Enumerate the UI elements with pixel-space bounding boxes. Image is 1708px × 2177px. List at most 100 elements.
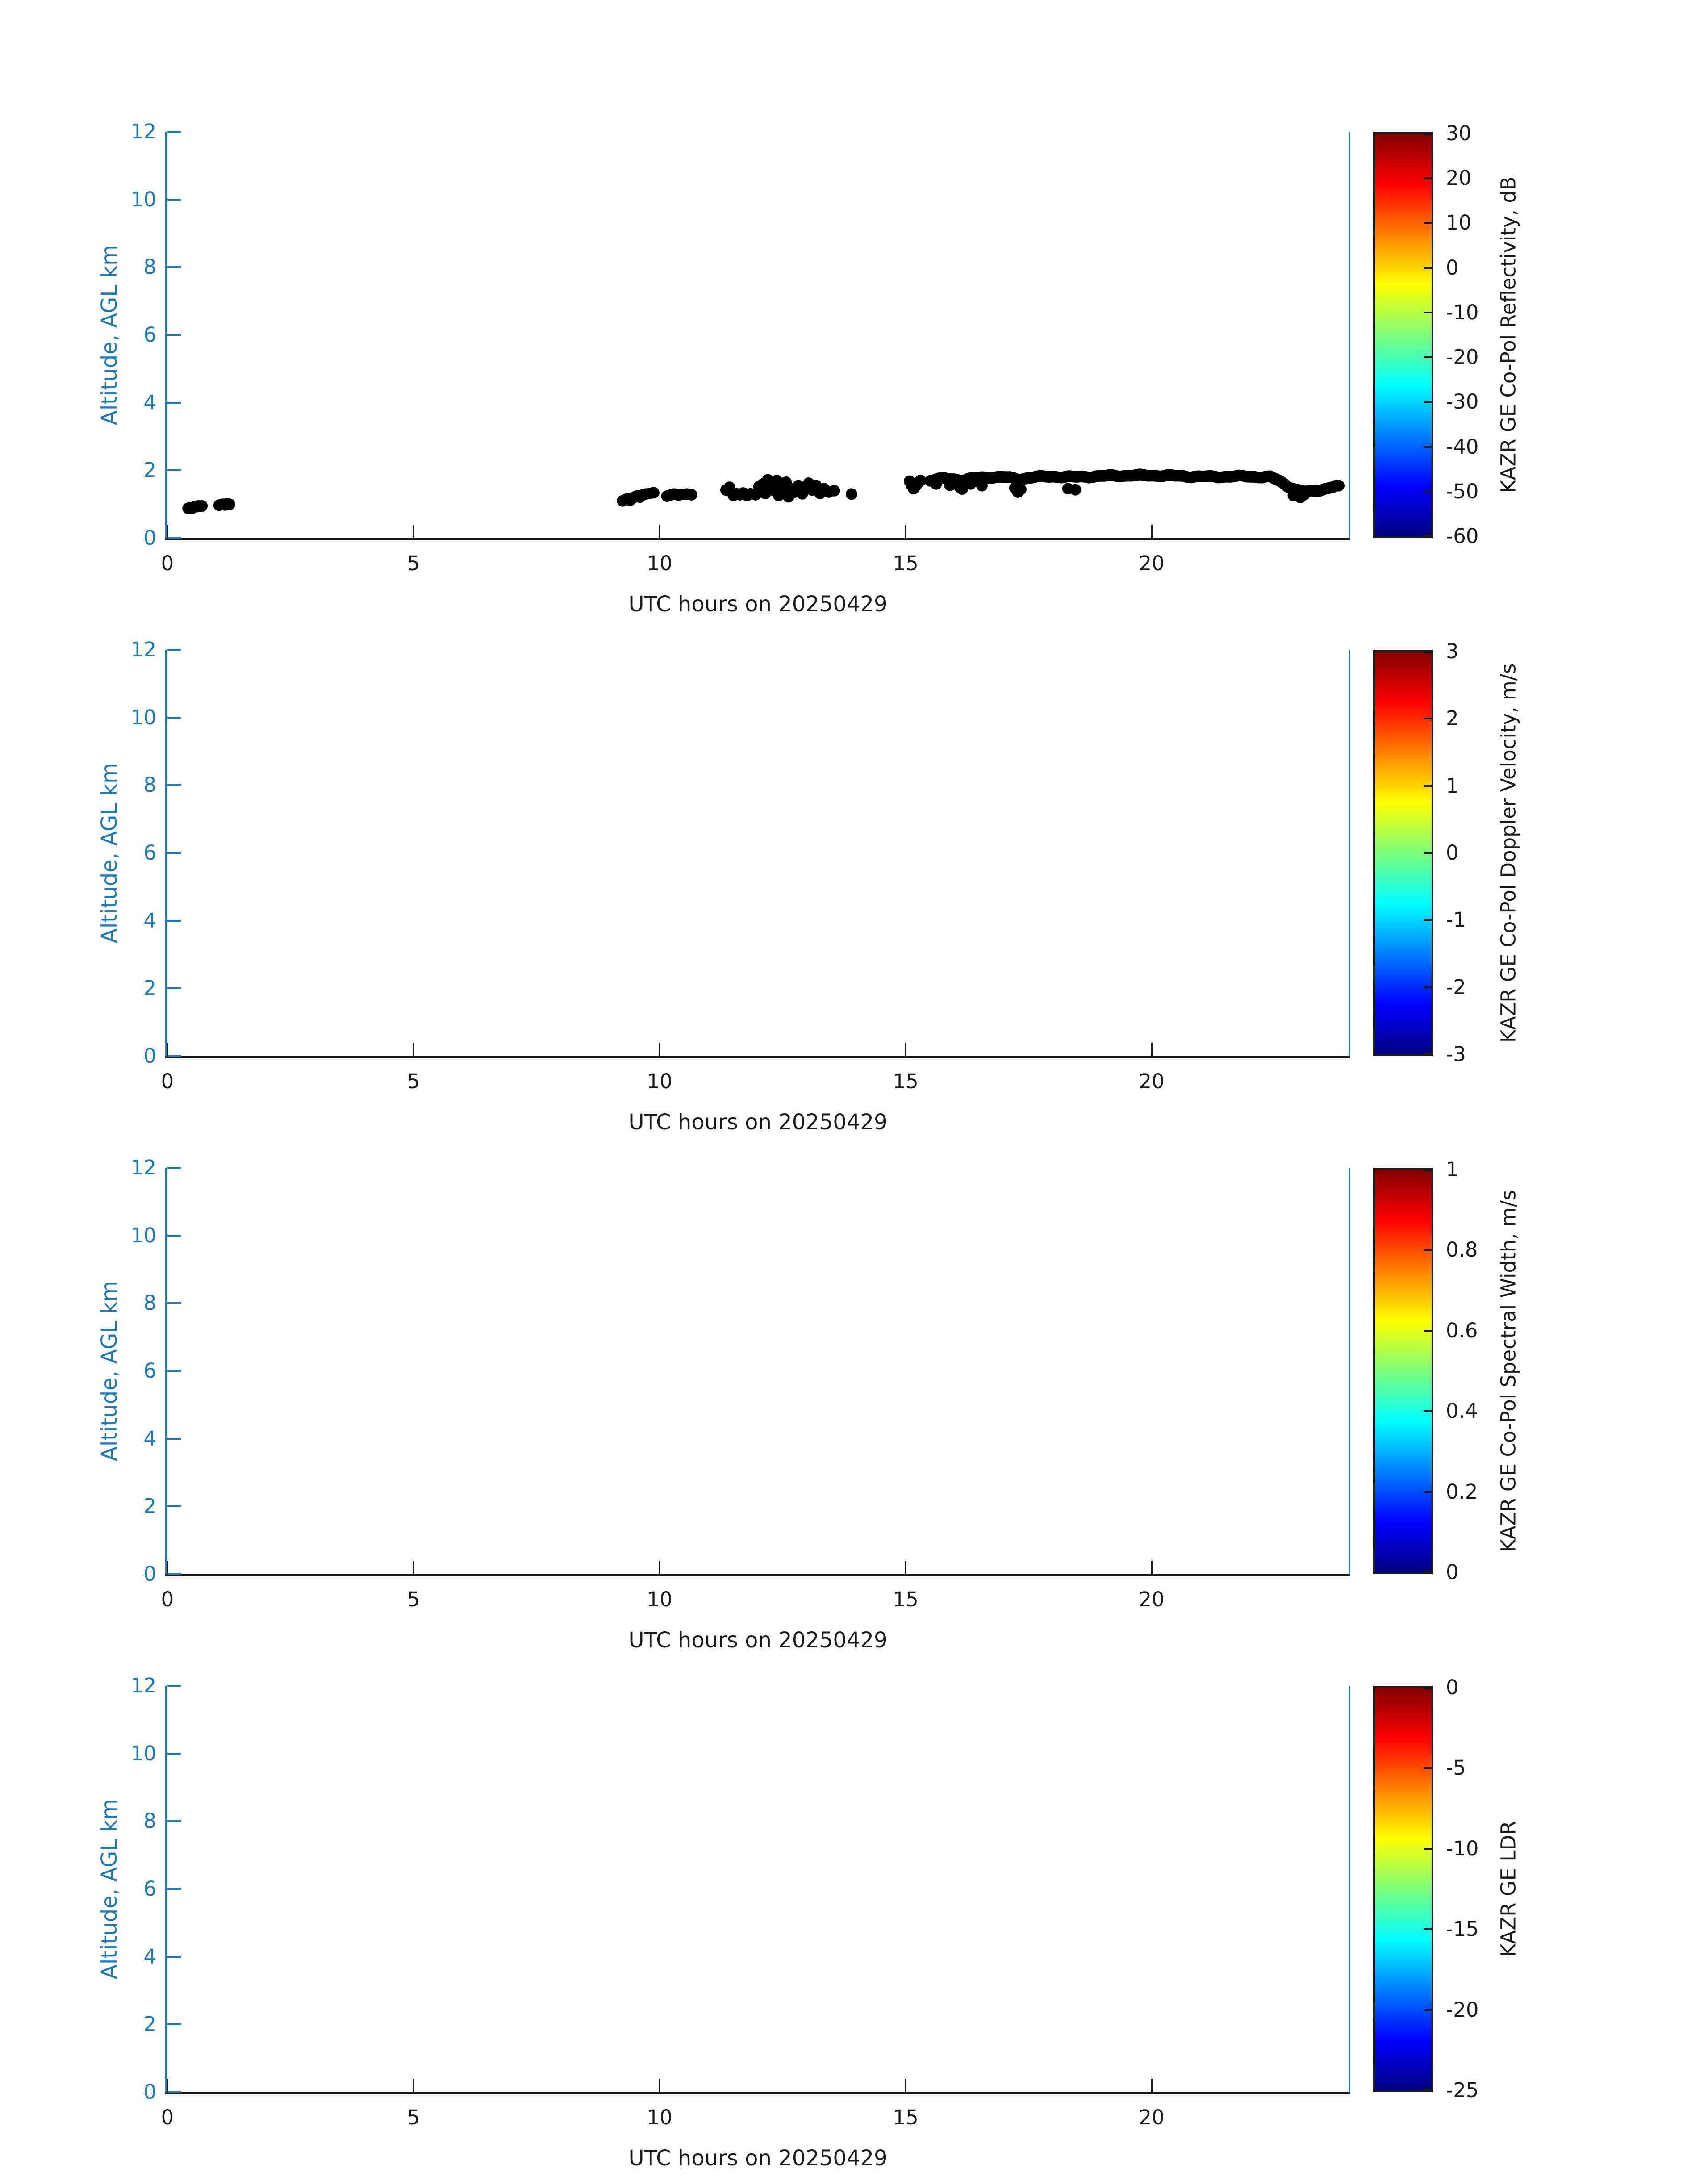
y-axis-label: Altitude, AGL km xyxy=(97,1799,122,1979)
y-tick-mark xyxy=(167,1752,181,1755)
y-tick-label: 12 xyxy=(130,1156,156,1179)
x-tick-label: 15 xyxy=(893,552,919,575)
colorbar-tick-mark xyxy=(1424,2089,1432,2090)
y-axis-right-spine xyxy=(1349,1686,1350,2092)
colorbar-tick-mark xyxy=(1424,177,1432,180)
x-axis-label: UTC hours on 20250429 xyxy=(628,1628,888,1653)
x-tick-mark xyxy=(167,1043,168,1056)
y-tick-mark xyxy=(167,1055,181,1057)
x-tick-mark xyxy=(413,1561,415,1574)
y-tick-mark xyxy=(167,1302,181,1304)
colorbar-tick-label: -60 xyxy=(1446,524,1479,548)
colorbar-tick-mark xyxy=(1424,446,1432,448)
y-tick-mark xyxy=(167,919,181,922)
colorbar-tick-mark xyxy=(1424,919,1432,921)
colorbar-tick-mark xyxy=(1424,852,1432,854)
y-tick-label: 10 xyxy=(130,705,156,729)
y-tick-label: 0 xyxy=(143,526,156,550)
y-tick-label: 6 xyxy=(143,1877,156,1901)
x-axis-label: UTC hours on 20250429 xyxy=(628,1110,888,1135)
colorbar-tick-label: -30 xyxy=(1446,390,1479,414)
colorbar-tick-label: 3 xyxy=(1446,639,1459,663)
colorbar-label-ldr: KAZR GE LDR xyxy=(1496,1821,1520,1957)
y-tick-label: 0 xyxy=(143,2080,156,2104)
data-point xyxy=(223,498,235,510)
colorbar-tick-label: 0 xyxy=(1446,255,1459,280)
data-point xyxy=(828,485,840,497)
y-tick-label: 0 xyxy=(143,1044,156,1068)
colorbar-tick-mark xyxy=(1424,1491,1432,1493)
y-tick-mark xyxy=(167,1820,181,1822)
data-point xyxy=(647,487,660,499)
colorbar-tick-label: 1 xyxy=(1446,1157,1459,1181)
x-tick-label: 10 xyxy=(647,2106,672,2129)
y-tick-label: 12 xyxy=(130,1674,156,1697)
colorbar-tick-mark xyxy=(1424,1329,1432,1332)
colorbar-tick-mark xyxy=(1424,986,1432,988)
colorbar-tick-label: 20 xyxy=(1446,166,1472,190)
colorbar-tick-label: 0.4 xyxy=(1446,1399,1478,1423)
y-tick-mark xyxy=(167,1167,181,1169)
x-tick-label: 15 xyxy=(893,1070,919,1093)
y-tick-mark xyxy=(167,649,181,651)
x-tick-mark xyxy=(167,525,168,538)
colorbar-tick-mark xyxy=(1424,134,1432,135)
y-tick-label: 12 xyxy=(130,638,156,661)
colorbar-tick-label: 10 xyxy=(1446,211,1472,235)
colorbar-tick-label: -20 xyxy=(1446,345,1479,369)
y-tick-label: 12 xyxy=(130,120,156,143)
y-tick-label: 6 xyxy=(143,323,156,347)
colorbar-tick-mark xyxy=(1424,718,1432,720)
y-tick-mark xyxy=(167,334,181,336)
y-tick-mark xyxy=(167,198,181,201)
y-tick-label: 8 xyxy=(143,1809,156,1833)
colorbar-tick-label: -3 xyxy=(1446,1042,1466,1066)
colorbar-tick-mark xyxy=(1424,1928,1432,1930)
y-tick-label: 2 xyxy=(143,976,156,1000)
x-tick-label: 20 xyxy=(1139,552,1165,575)
x-tick-label: 0 xyxy=(161,1070,174,1093)
y-tick-label: 8 xyxy=(143,1291,156,1315)
x-tick-mark xyxy=(413,2079,415,2092)
colorbar-tick-mark xyxy=(1424,1249,1432,1251)
colorbar-tick-mark xyxy=(1424,311,1432,313)
y-tick-mark xyxy=(167,1573,181,1575)
y-tick-label: 8 xyxy=(143,255,156,279)
y-tick-mark xyxy=(167,266,181,268)
colorbar-tick-label: 2 xyxy=(1446,706,1459,731)
y-tick-mark xyxy=(167,131,181,133)
y-tick-mark xyxy=(167,469,181,472)
x-axis-line xyxy=(165,1574,1350,1576)
colorbar-tick-label: -20 xyxy=(1446,1997,1479,2022)
x-axis-label: UTC hours on 20250429 xyxy=(628,592,888,617)
y-tick-label: 10 xyxy=(130,187,156,211)
y-tick-mark xyxy=(167,852,181,854)
x-tick-label: 5 xyxy=(407,552,420,575)
y-tick-label: 4 xyxy=(143,1944,156,1968)
colorbar-tick-label: -5 xyxy=(1446,1756,1466,1780)
x-tick-label: 10 xyxy=(647,1070,672,1093)
colorbar-tick-label: 0 xyxy=(1446,841,1459,865)
x-tick-label: 0 xyxy=(161,1588,174,1611)
x-tick-mark xyxy=(167,1561,168,1574)
y-axis-left-spine xyxy=(165,1686,167,2094)
colorbar-tick-label: 1 xyxy=(1446,773,1459,798)
y-tick-label: 4 xyxy=(143,1426,156,1450)
colorbar-tick-mark xyxy=(1424,267,1432,269)
scatter-data-layer xyxy=(182,468,1345,514)
x-axis-line xyxy=(165,538,1350,540)
y-tick-mark xyxy=(167,2023,181,2026)
y-tick-mark xyxy=(167,1505,181,1508)
x-tick-label: 10 xyxy=(647,552,672,575)
colorbar-tick-label: -1 xyxy=(1446,908,1466,932)
y-tick-mark xyxy=(167,1888,181,1890)
x-tick-mark xyxy=(413,1043,415,1056)
x-tick-label: 0 xyxy=(161,2106,174,2129)
x-tick-label: 20 xyxy=(1139,1588,1165,1611)
x-tick-label: 5 xyxy=(407,1070,420,1093)
x-tick-mark xyxy=(905,2079,907,2092)
colorbar-spectral-width xyxy=(1373,1168,1433,1574)
y-tick-mark xyxy=(167,1234,181,1237)
colorbar-tick-mark xyxy=(1424,356,1432,359)
y-axis-label: Altitude, AGL km xyxy=(97,245,122,425)
